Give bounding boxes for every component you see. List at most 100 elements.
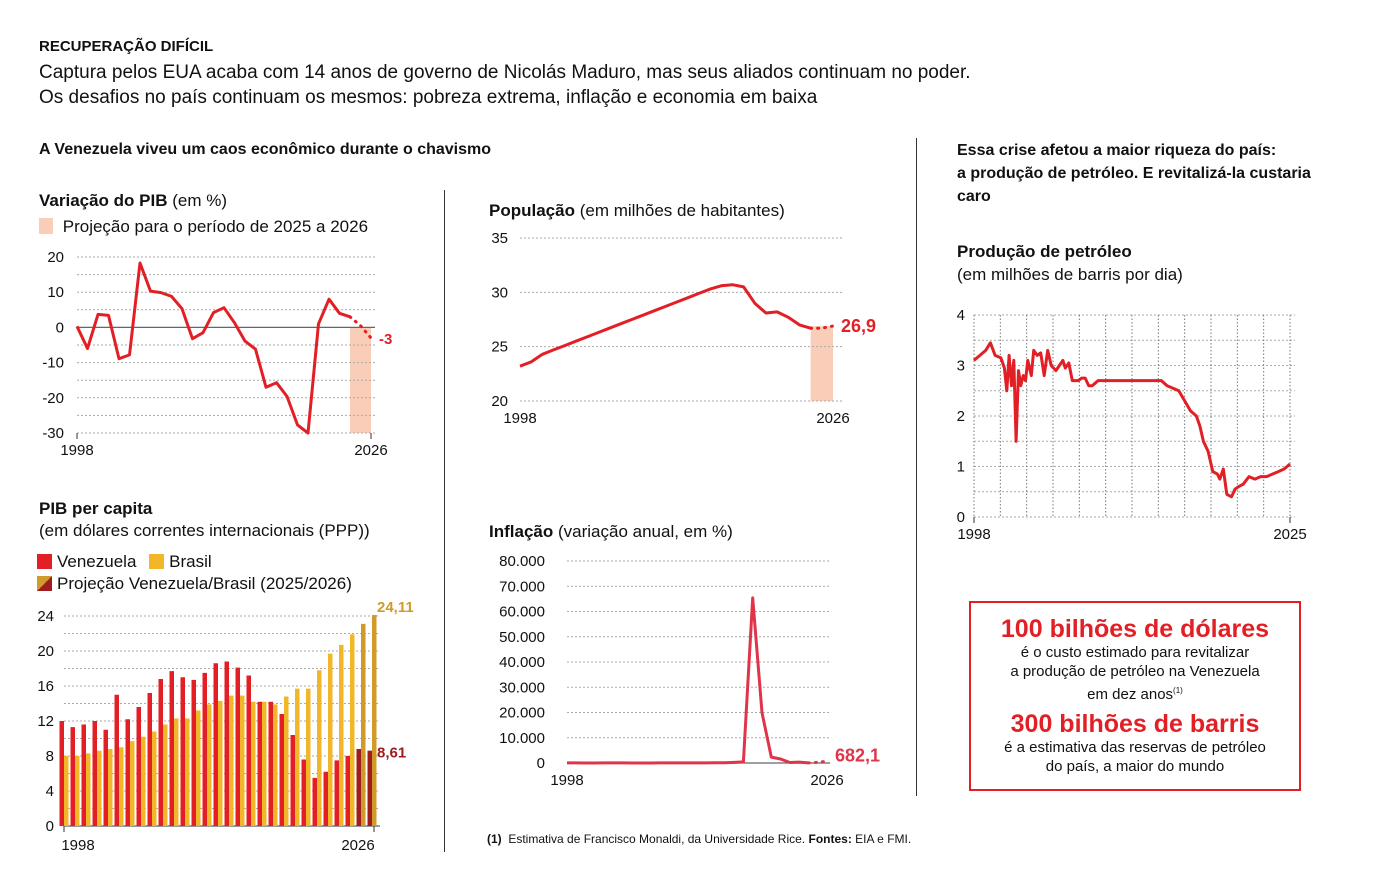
bar-brasil <box>108 749 113 826</box>
bar-brasil <box>119 747 124 826</box>
left-section-title: A Venezuela viveu um caos econômico dura… <box>39 141 491 158</box>
callout-reserves-text-2: do país, a maior do mundo <box>1045 758 1225 775</box>
bar-venezuela <box>147 693 152 826</box>
x-tick-label: 2026 <box>354 442 387 459</box>
x-tick-label: 1998 <box>550 772 583 789</box>
column-divider <box>444 190 445 852</box>
bar-venezuela <box>92 721 97 826</box>
bar-brasil <box>339 644 344 826</box>
right-section-title-line: a produção de petróleo. E revitalizá-la … <box>957 165 1311 182</box>
callout-reserves: 300 bilhões de barris <box>1010 710 1260 738</box>
infl-title-bold: Inflação <box>489 522 554 541</box>
series-line <box>75 261 351 435</box>
y-tick-label: 0 <box>56 319 64 336</box>
x-tick-label: 1998 <box>503 410 536 427</box>
right-section-title: Essa crise afetou a maior riqueza do paí… <box>957 139 1311 208</box>
y-tick-label: 12 <box>37 713 54 730</box>
bar-brasil <box>350 634 355 826</box>
lede-line-2: Os desafios no país continuam os mesmos:… <box>39 87 818 108</box>
sources-text: EIA e FMI. <box>855 832 912 846</box>
bar-brasil <box>240 695 245 826</box>
callout-box: 100 bilhões de dólares é o custo estimad… <box>969 601 1301 791</box>
x-tick-label: 2025 <box>1273 526 1306 543</box>
bar-venezuela <box>323 771 328 826</box>
bar-brasil <box>317 670 322 826</box>
oil-subtitle: (em milhões de barris por dia) <box>957 265 1183 284</box>
bar-venezuela <box>125 719 130 826</box>
y-tick-label: 8 <box>46 748 54 765</box>
bar-venezuela <box>257 701 262 826</box>
lede-line-1: Captura pelos EUA acaba com 14 anos de g… <box>39 62 971 83</box>
bar-venezuela <box>59 721 64 826</box>
projection-swatch <box>37 576 52 591</box>
y-tick-label: 30.000 <box>499 679 545 696</box>
footnote-ref: (1) <box>1173 686 1183 695</box>
y-tick-label: 0 <box>537 755 545 772</box>
bar-brasil <box>306 688 311 826</box>
bar-brasil <box>152 731 157 826</box>
bar-brasil <box>328 653 333 826</box>
gdppc-legend: Venezuela Brasil Projeção Venezuela/Bras… <box>37 551 352 595</box>
footnote-text: Estimativa de Francisco Monaldi, da Univ… <box>508 832 806 846</box>
venezuela-legend-label: Venezuela <box>57 552 137 571</box>
pop-title-bold: População <box>489 201 575 220</box>
bar-venezuela <box>70 727 75 826</box>
bar-brasil <box>141 736 146 826</box>
bar-brasil <box>273 704 278 826</box>
bar-brasil <box>196 710 201 826</box>
series-line <box>567 596 809 765</box>
bar-brasil <box>251 701 256 826</box>
projection-band <box>350 327 371 433</box>
bar-venezuela <box>81 724 86 826</box>
callout-cost-text-3-label: em dez anos <box>1087 686 1174 703</box>
bar-brasil <box>163 724 168 826</box>
oil-title: Produção de petróleo <box>957 242 1132 261</box>
y-tick-label: 16 <box>37 678 54 695</box>
column-divider <box>916 138 917 796</box>
callout-cost: 100 bilhões de dólares <box>1000 615 1270 643</box>
gdppc-chart-title: PIB per capita (em dólares correntes int… <box>39 498 370 542</box>
y-tick-label: 0 <box>957 509 965 526</box>
brasil-swatch <box>149 554 165 569</box>
brasil-legend-label: Brasil <box>169 552 212 571</box>
bar-venezuela <box>169 671 174 826</box>
y-tick-label: 1 <box>957 459 965 476</box>
y-tick-label: 50.000 <box>499 629 545 646</box>
end-value-label-brasil: 24,11 <box>377 599 414 616</box>
bar-brasil <box>207 704 212 826</box>
bar-venezuela <box>246 675 251 826</box>
bar-venezuela <box>224 661 229 826</box>
series-line <box>519 283 812 368</box>
y-tick-label: 40.000 <box>499 654 545 671</box>
projection-line <box>348 315 373 340</box>
y-tick-label: 70.000 <box>499 578 545 595</box>
bar-venezuela <box>334 760 339 826</box>
y-tick-label: 10.000 <box>499 730 545 747</box>
infl-title-unit: (variação anual, em %) <box>557 522 733 541</box>
bar-brasil <box>361 623 366 826</box>
series-line <box>973 341 1291 499</box>
y-tick-label: 24 <box>37 608 54 625</box>
bar-venezuela <box>268 701 273 826</box>
x-tick-label: 2026 <box>816 410 849 427</box>
infl-chart-title: Inflação (variação anual, em %) <box>489 522 733 542</box>
bar-venezuela <box>367 750 372 826</box>
y-tick-label: 3 <box>957 358 965 375</box>
y-tick-label: 60.000 <box>499 604 545 621</box>
sources-label: Fontes: <box>808 832 852 846</box>
inflation-chart: 80.000 70.000 60.000 50.000 40.000 30.000 20.0… <box>499 553 880 789</box>
x-tick-label: 1998 <box>61 837 94 854</box>
y-tick-label: 4 <box>957 307 965 324</box>
footnote-marker: (1) <box>487 832 502 846</box>
bar-venezuela <box>301 759 306 826</box>
bar-brasil <box>174 718 179 826</box>
projection-swatch <box>39 218 53 234</box>
kicker: RECUPERAÇÃO DIFÍCIL <box>39 38 214 55</box>
callout-reserves-text-1: é a estimativa das reservas de petróleo <box>1004 739 1266 756</box>
bar-venezuela <box>345 756 350 826</box>
y-tick-label: 80.000 <box>499 553 545 570</box>
y-tick-label: 0 <box>46 818 54 835</box>
bar-brasil <box>75 756 80 826</box>
